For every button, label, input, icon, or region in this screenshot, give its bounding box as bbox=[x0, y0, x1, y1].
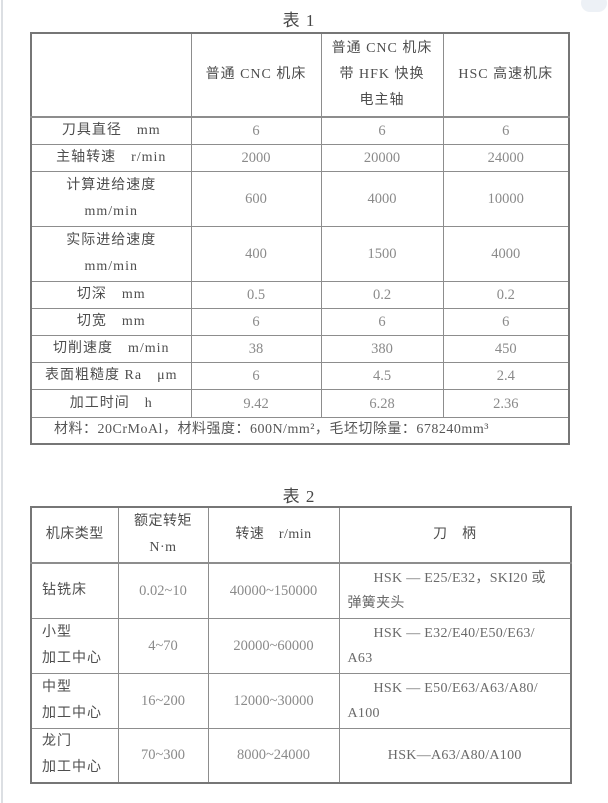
row-label: 切削速度 m/min bbox=[30, 335, 192, 363]
table-row-medium-center: 中型 加工中心 16~200 12000~30000 HSK — E50/E63… bbox=[30, 672, 572, 729]
cell-value: 6 bbox=[320, 308, 444, 336]
material-footnote: 材料：20CrMoAl，材料强度：600N/mm²，毛坯切除量：678240mm… bbox=[30, 417, 570, 444]
speed-cell: 8000~24000 bbox=[207, 727, 340, 784]
torque-cell: 0.02~10 bbox=[117, 562, 209, 619]
table-row-drill-mill: 钻铣床 0.02~10 40000~150000 HSK — E25/E32，S… bbox=[30, 562, 572, 619]
cell-value: 4000 bbox=[320, 171, 444, 227]
torque-cell: 70~300 bbox=[117, 727, 209, 784]
cell-value: 380 bbox=[320, 335, 444, 363]
cell-value: 24000 bbox=[442, 144, 570, 172]
table1-cnc-comparison: 普通 CNC 机床 普通 CNC 机床 带 HFK 快换 电主轴 HSC 高速机… bbox=[30, 32, 570, 445]
cell-value: 600 bbox=[190, 171, 322, 227]
table-row-gantry-center: 龙门 加工中心 70~300 8000~24000 HSK—A63/A80/A1… bbox=[30, 727, 572, 784]
torque-cell: 16~200 bbox=[117, 672, 209, 729]
cell-value: 0.5 bbox=[190, 281, 322, 309]
row-label: 主轴转速 r/min bbox=[30, 144, 192, 172]
row-label: 表面粗糙度 Ra μm bbox=[30, 362, 192, 390]
header-cell-speed: 转速 r/min bbox=[207, 506, 340, 564]
row-label: 切深 mm bbox=[30, 281, 192, 309]
tool-holder-cell: HSK — E32/E40/E50/E63/ A63 bbox=[338, 617, 572, 674]
header-cell-ordinary-cnc: 普通 CNC 机床 bbox=[190, 32, 322, 118]
torque-cell: 4~70 bbox=[117, 617, 209, 674]
cell-value: 38 bbox=[190, 335, 322, 363]
cell-value: 4.5 bbox=[320, 362, 444, 390]
tool-holder-cell: HSK — E25/E32，SKI20 或 弹簧夹头 bbox=[338, 562, 572, 619]
table-row-tool-diameter: 刀具直径 mm 6 6 6 bbox=[30, 116, 570, 145]
row-label: 实际进给速度 mm/min bbox=[30, 226, 192, 282]
table-row-small-center: 小型 加工中心 4~70 20000~60000 HSK — E32/E40/E… bbox=[30, 617, 572, 674]
cell-value: 6 bbox=[442, 116, 570, 145]
cell-value: 6 bbox=[190, 116, 322, 145]
cell-value: 6 bbox=[190, 362, 322, 390]
tool-holder-cell: HSK—A63/A80/A100 bbox=[338, 727, 572, 784]
header-cell-tool-holder: 刀 柄 bbox=[338, 506, 572, 564]
cell-value: 0.2 bbox=[320, 281, 444, 309]
table-row-machining-time: 加工时间 h 9.42 6.28 2.36 bbox=[30, 389, 570, 418]
table2-header-row: 机床类型 额定转矩 N·m 转速 r/min 刀 柄 bbox=[30, 506, 572, 564]
table-row-calc-feed: 计算进给速度 mm/min 600 4000 10000 bbox=[30, 171, 570, 227]
table-row-cut-depth: 切深 mm 0.5 0.2 0.2 bbox=[30, 281, 570, 309]
cell-value: 6 bbox=[190, 308, 322, 336]
table1-footnote-row: 材料：20CrMoAl，材料强度：600N/mm²，毛坯切除量：678240mm… bbox=[30, 417, 570, 444]
cell-value: 400 bbox=[190, 226, 322, 282]
table1-header-row: 普通 CNC 机床 普通 CNC 机床 带 HFK 快换 电主轴 HSC 高速机… bbox=[30, 32, 570, 118]
table2-title: 表 2 bbox=[282, 487, 316, 506]
cell-value: 20000 bbox=[320, 144, 444, 172]
header-cell-rated-torque: 额定转矩 N·m bbox=[117, 506, 209, 564]
table-row-cut-width: 切宽 mm 6 6 6 bbox=[30, 308, 570, 336]
table2-machine-types: 机床类型 额定转矩 N·m 转速 r/min 刀 柄 钻铣床 0.02~10 4… bbox=[30, 506, 572, 784]
row-label: 加工时间 h bbox=[30, 389, 192, 418]
cell-value: 1500 bbox=[320, 226, 444, 282]
cell-value: 9.42 bbox=[190, 389, 322, 418]
machine-type-cell: 龙门 加工中心 bbox=[30, 727, 119, 784]
row-label: 刀具直径 mm bbox=[30, 116, 192, 145]
cell-value: 450 bbox=[442, 335, 570, 363]
page-edge-line bbox=[1, 0, 3, 803]
scrollbar-thumb[interactable] bbox=[581, 0, 607, 12]
speed-cell: 20000~60000 bbox=[207, 617, 340, 674]
machine-type-cell: 中型 加工中心 bbox=[30, 672, 119, 729]
header-cell-empty bbox=[30, 32, 192, 118]
header-cell-hsc: HSC 高速机床 bbox=[442, 32, 570, 118]
row-label: 计算进给速度 mm/min bbox=[30, 171, 192, 227]
cell-value: 6.28 bbox=[320, 389, 444, 418]
table1-title: 表 1 bbox=[282, 11, 316, 30]
header-cell-cnc-hfk: 普通 CNC 机床 带 HFK 快换 电主轴 bbox=[320, 32, 444, 118]
row-label: 切宽 mm bbox=[30, 308, 192, 336]
table-row-actual-feed: 实际进给速度 mm/min 400 1500 4000 bbox=[30, 226, 570, 282]
table-row-spindle-speed: 主轴转速 r/min 2000 20000 24000 bbox=[30, 144, 570, 172]
cell-value: 6 bbox=[320, 116, 444, 145]
cell-value: 6 bbox=[442, 308, 570, 336]
cell-value: 2.36 bbox=[442, 389, 570, 418]
speed-cell: 40000~150000 bbox=[207, 562, 340, 619]
table-row-roughness: 表面粗糙度 Ra μm 6 4.5 2.4 bbox=[30, 362, 570, 390]
cell-value: 4000 bbox=[442, 226, 570, 282]
table-row-cut-speed: 切削速度 m/min 38 380 450 bbox=[30, 335, 570, 363]
cell-value: 0.2 bbox=[442, 281, 570, 309]
cell-value: 2.4 bbox=[442, 362, 570, 390]
machine-type-cell: 小型 加工中心 bbox=[30, 617, 119, 674]
speed-cell: 12000~30000 bbox=[207, 672, 340, 729]
header-cell-machine-type: 机床类型 bbox=[30, 506, 119, 564]
tool-holder-cell: HSK — E50/E63/A63/A80/ A100 bbox=[338, 672, 572, 729]
cell-value: 2000 bbox=[190, 144, 322, 172]
cell-value: 10000 bbox=[442, 171, 570, 227]
machine-type-cell: 钻铣床 bbox=[30, 562, 119, 619]
